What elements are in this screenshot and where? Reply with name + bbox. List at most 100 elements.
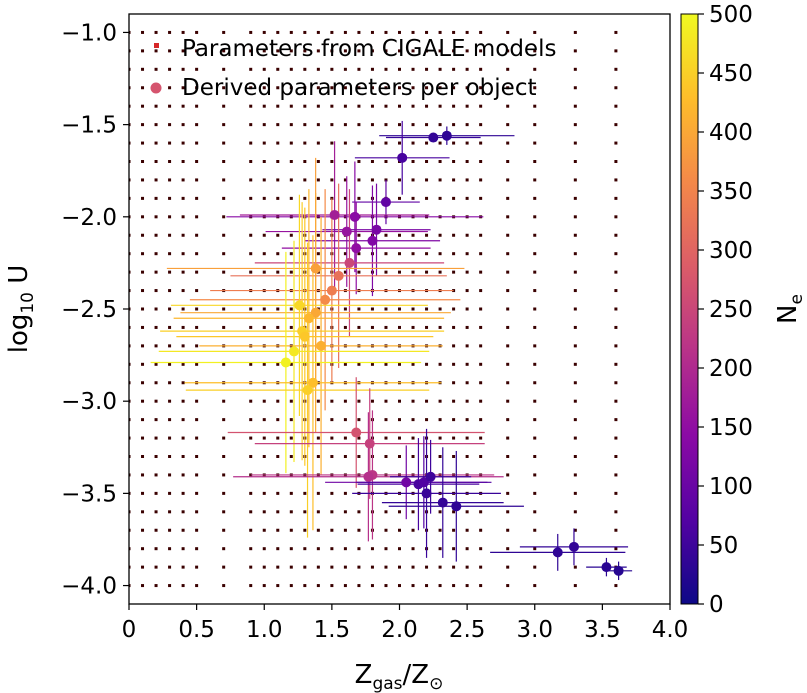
model-grid-point (168, 547, 172, 551)
model-grid-point (425, 362, 429, 366)
model-grid-point (438, 436, 442, 440)
model-grid-point (479, 123, 483, 127)
model-grid-point (384, 584, 388, 588)
model-grid-point (168, 491, 172, 495)
model-grid-point (303, 178, 307, 182)
x-axis-title-sub2: ⊙ (429, 674, 443, 693)
model-grid-point (573, 307, 577, 311)
object-point (401, 477, 412, 488)
model-grid-point (343, 30, 347, 34)
model-grid-point (289, 455, 293, 458)
model-grid-point (384, 67, 388, 71)
model-grid-point (438, 565, 442, 569)
model-grid-point (398, 233, 401, 237)
model-grid-point (573, 455, 577, 458)
model-grid-point (357, 547, 361, 551)
model-grid-point (316, 141, 320, 145)
model-grid-point (154, 104, 158, 108)
object-point (303, 313, 314, 324)
model-grid-point (168, 584, 172, 588)
model-grid-point (249, 67, 253, 71)
model-grid-point (384, 307, 388, 311)
model-grid-point (168, 178, 172, 182)
colorbar-title-main: N (773, 305, 803, 324)
model-grid-point (276, 252, 280, 256)
model-grid-point (465, 455, 469, 458)
y-axis-title-main: log (4, 314, 34, 354)
model-grid-point (343, 307, 347, 311)
model-grid-point (154, 215, 158, 219)
model-grid-point (330, 510, 334, 514)
model-grid-point (411, 30, 415, 34)
model-grid-point (289, 86, 293, 90)
model-grid-point (168, 307, 172, 311)
model-grid-point (222, 436, 226, 440)
object-point (307, 377, 318, 388)
model-grid-point (425, 196, 429, 200)
model-grid-point (262, 399, 266, 403)
model-grid-point (289, 160, 293, 163)
model-grid-point (316, 399, 320, 403)
model-grid-point (195, 30, 199, 34)
model-grid-point (384, 436, 388, 440)
model-grid-point (141, 215, 145, 219)
model-grid-point (370, 584, 374, 588)
model-grid-point (398, 584, 401, 588)
model-grid-point (181, 510, 185, 514)
model-grid-point (168, 67, 172, 71)
model-grid-point (425, 584, 429, 588)
object-point (329, 209, 340, 220)
object-point (280, 357, 291, 368)
model-grid-point (452, 362, 456, 366)
model-grid-point (249, 307, 253, 311)
model-grid-point (614, 289, 618, 293)
model-grid-point (370, 307, 374, 311)
model-grid-point (398, 67, 401, 71)
model-grid-point (129, 160, 131, 163)
x-axis-title-main: Z (355, 660, 373, 690)
model-grid-point (303, 547, 307, 551)
model-grid-point (343, 510, 347, 514)
model-grid-point (479, 381, 483, 385)
model-grid-point (303, 123, 307, 127)
object-point (299, 331, 310, 342)
model-grid-point (465, 289, 469, 293)
model-grid-point (276, 307, 280, 311)
object-point (371, 224, 382, 235)
model-grid-point (316, 30, 320, 34)
model-grid-point (465, 67, 469, 71)
model-grid-point (289, 528, 293, 532)
model-grid-point (303, 510, 307, 514)
model-grid-point (533, 141, 537, 145)
model-grid-point (465, 252, 469, 256)
model-grid-point (222, 141, 226, 145)
model-grid-point (398, 399, 401, 403)
x-axis-title-sub1: gas (372, 674, 402, 693)
model-grid-point (452, 325, 456, 329)
model-grid-point (343, 399, 347, 403)
model-grid-point (398, 510, 401, 514)
model-grid-point (195, 455, 199, 458)
model-grid-point (141, 196, 145, 200)
model-grid-point (425, 565, 429, 569)
model-grid-point (506, 123, 510, 127)
object-point (367, 235, 378, 246)
model-grid-point (438, 178, 442, 182)
model-grid-point (316, 178, 320, 182)
model-grid-point (154, 418, 158, 422)
model-grid-point (195, 123, 199, 127)
model-grid-point (479, 141, 483, 145)
model-grid-point (154, 436, 158, 440)
model-grid-point (573, 325, 577, 329)
model-grid-point (168, 455, 172, 458)
model-grid-point (276, 141, 280, 145)
model-grid-point (370, 160, 374, 163)
model-grid-point (506, 565, 510, 569)
model-grid-point (533, 67, 537, 71)
model-grid-point (129, 510, 131, 514)
model-grid-point (181, 473, 185, 477)
model-grid-point (316, 325, 320, 329)
model-grid-point (506, 362, 510, 366)
model-grid-point (411, 270, 415, 274)
model-grid-point (141, 252, 145, 256)
